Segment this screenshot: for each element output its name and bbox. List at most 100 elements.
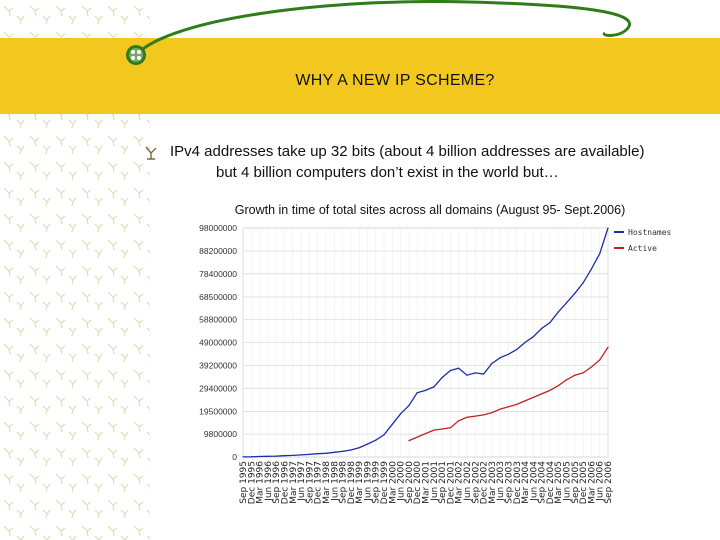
data-point: [449, 427, 451, 429]
x-tick-label: Jun 1996: [264, 461, 274, 502]
x-tick-label: Dec 1999: [380, 461, 390, 504]
x-tick-label: Sep 2000: [405, 461, 415, 504]
data-point: [491, 362, 493, 365]
y-tick-label: 19500000: [199, 406, 237, 416]
bullet-line-1: IPv4 addresses take up 32 bits (about 4 …: [170, 143, 645, 160]
data-point: [308, 453, 310, 456]
x-tick-label: Dec 2000: [413, 461, 423, 504]
data-point: [499, 408, 501, 410]
data-point: [358, 447, 360, 449]
data-point: [482, 414, 485, 416]
x-tick-label: Mar 1997: [289, 461, 299, 504]
data-point: [275, 455, 277, 457]
x-tick-label: Sep 1997: [305, 461, 315, 504]
y-tick-label: 68500000: [199, 292, 237, 302]
data-point: [466, 374, 468, 376]
data-point: [292, 454, 294, 456]
bullet-text: IPv4 addresses take up 32 bits (about 4 …: [170, 141, 700, 183]
data-point: [582, 282, 584, 284]
data-point: [458, 367, 460, 369]
x-tick-label: Jun 1997: [297, 461, 307, 502]
data-point: [499, 357, 501, 359]
data-point: [283, 455, 286, 457]
data-point: [433, 386, 435, 388]
data-point: [449, 369, 451, 372]
data-point: [408, 440, 410, 442]
data-point: [516, 348, 518, 351]
x-tick-label: Mar 2002: [455, 461, 465, 504]
y-tick-label: 39200000: [199, 360, 237, 370]
legend: Hostnames Active: [614, 228, 672, 253]
x-tick-label: Mar 1999: [355, 461, 365, 504]
x-tick-label: Jun 2004: [529, 461, 539, 502]
y-tick-label: 58800000: [199, 315, 237, 325]
y-tick-label: 88200000: [199, 246, 237, 256]
data-point: [549, 322, 551, 324]
y-tick-label: 0: [232, 452, 237, 462]
data-point: [250, 456, 252, 458]
x-tick-label: Mar 1996: [256, 461, 266, 504]
x-tick-label: Dec 2004: [546, 461, 556, 504]
y-tick-label: 78400000: [199, 269, 237, 279]
data-point: [325, 452, 327, 454]
growth-chart: 0 9800000 19500000 29400000 39200000 49000000…: [199, 223, 672, 504]
x-tick-label: Mar 2003: [488, 461, 498, 504]
data-point: [383, 434, 385, 436]
slide-title: WHY A NEW IP SCHEME?: [295, 72, 495, 89]
legend-label: Active: [628, 244, 657, 253]
data-point: [400, 413, 402, 415]
data-point: [532, 396, 534, 399]
data-point: [516, 403, 518, 406]
x-tick-label: Mar 2001: [422, 461, 432, 504]
data-point: [416, 436, 418, 438]
x-tick-label: Sep 1998: [339, 461, 349, 504]
data-point: [375, 439, 377, 441]
x-tick-label: Sep 2005: [571, 461, 581, 504]
data-point: [474, 372, 476, 374]
x-tick-label: Dec 1996: [280, 461, 290, 504]
data-point: [366, 443, 369, 445]
x-tick-label: Sep 1999: [372, 461, 382, 504]
data-point: [582, 372, 584, 374]
data-point: [424, 389, 427, 392]
x-tick-label: Mar 2006: [587, 461, 597, 504]
data-point: [300, 454, 302, 456]
x-tick-label: Jun 2000: [397, 461, 407, 502]
data-point: [599, 253, 601, 255]
data-point: [590, 366, 593, 368]
data-point: [350, 449, 352, 451]
x-tick-label: Jun 2003: [496, 461, 506, 502]
x-tick-label: Jun 2006: [596, 461, 606, 502]
x-tick-label: Dec 2005: [579, 461, 589, 504]
y-axis: 0 9800000 19500000 29400000 39200000 49000000…: [199, 223, 237, 462]
header-swoosh: [126, 0, 631, 65]
y-tick-label: 98000000: [199, 223, 237, 233]
data-point: [532, 336, 534, 338]
data-point: [607, 227, 609, 229]
data-point: [524, 400, 526, 402]
data-point: [524, 341, 526, 344]
x-tick-label: Mar 2005: [554, 461, 564, 504]
x-tick-label: Jun 2002: [463, 461, 473, 502]
grid: [242, 227, 609, 458]
x-tick-label: Sep 1995: [239, 461, 249, 504]
x-tick-label: Jun 2005: [563, 461, 573, 502]
data-point: [242, 456, 244, 458]
data-point: [574, 374, 576, 376]
x-tick-label: Dec 1998: [347, 461, 357, 504]
x-tick-label: Sep 2006: [604, 461, 614, 504]
data-point: [549, 389, 551, 392]
x-tick-label: Dec 2002: [480, 461, 490, 504]
x-tick-label: Mar 1998: [322, 461, 332, 504]
data-point: [341, 450, 344, 452]
data-point: [565, 302, 568, 304]
x-tick-label: Sep 2001: [438, 461, 448, 504]
y-tick-label: 9800000: [204, 429, 237, 439]
x-tick-label: Mar 2000: [388, 461, 398, 504]
chart-title: Growth in time of total sites across all…: [234, 203, 626, 217]
data-point: [541, 327, 543, 330]
data-point: [433, 429, 435, 431]
x-tick-label: Mar 2004: [521, 461, 531, 504]
x-tick-label: Sep 1996: [272, 461, 282, 504]
data-point: [557, 311, 559, 313]
